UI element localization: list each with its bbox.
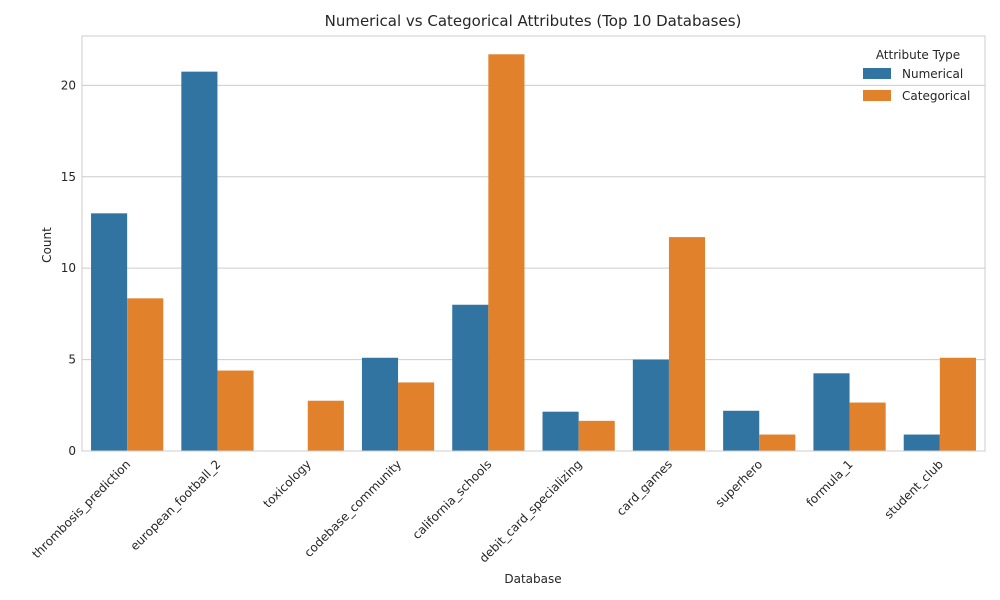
bar-categorical-superhero [759, 434, 796, 451]
bar-categorical-codebase_community [398, 382, 435, 451]
y-tick-label: 0 [68, 444, 76, 458]
x-tick-label: toxicology [261, 457, 314, 510]
x-tick-label: european_football_2 [128, 457, 224, 553]
legend-title: Attribute Type [876, 48, 960, 62]
y-tick-label: 20 [61, 78, 76, 92]
x-tick-label: formula_1 [803, 457, 855, 509]
bar-numerical-california_schools [452, 304, 489, 451]
bar-numerical-european_football_2 [181, 71, 218, 451]
bar-numerical-card_games [632, 359, 669, 451]
bar-categorical-card_games [668, 237, 706, 451]
legend-swatch-numerical [863, 68, 891, 79]
legend: Attribute Type Numerical Categorical [863, 48, 970, 103]
x-tick-label: superhero [713, 457, 766, 510]
x-tick-label: debit_card_specializing [477, 457, 585, 565]
bar-numerical-formula_1 [813, 373, 850, 451]
bar-categorical-toxicology [307, 400, 344, 451]
legend-label-categorical: Categorical [902, 89, 970, 103]
bar-categorical-california_schools [488, 54, 525, 452]
x-tick-label: student_club [882, 457, 946, 521]
y-tick-label: 15 [61, 170, 76, 184]
x-axis-label: Database [504, 572, 561, 586]
bar-categorical-thrombosis_prediction [127, 298, 164, 451]
bars [91, 54, 976, 452]
y-tick-labels: 0 5 10 15 20 [61, 78, 76, 458]
bar-numerical-student_club [903, 434, 940, 451]
x-tick-label: codebase_community [301, 457, 404, 560]
bar-numerical-debit_card_specializing [542, 411, 579, 451]
bar-categorical-debit_card_specializing [578, 420, 615, 451]
bar-numerical-thrombosis_prediction [91, 213, 128, 451]
chart-title: Numerical vs Categorical Attributes (Top… [325, 12, 742, 30]
bar-categorical-student_club [939, 357, 976, 451]
bar-numerical-codebase_community [361, 357, 399, 451]
x-tick-label: card_games [614, 457, 675, 518]
legend-swatch-categorical [863, 90, 891, 101]
y-axis-label: Count [40, 227, 54, 263]
legend-label-numerical: Numerical [902, 67, 963, 81]
bar-categorical-european_football_2 [217, 370, 254, 451]
y-tick-label: 5 [68, 353, 76, 367]
bar-categorical-formula_1 [849, 402, 886, 451]
y-tick-label: 10 [61, 261, 76, 275]
bar-numerical-superhero [723, 410, 760, 451]
x-tick-labels: thrombosis_predictioneuropean_football_2… [29, 457, 946, 565]
x-tick-label: thrombosis_prediction [29, 457, 133, 561]
x-tick-label: california_schools [410, 457, 495, 542]
plot-frame [81, 35, 986, 452]
